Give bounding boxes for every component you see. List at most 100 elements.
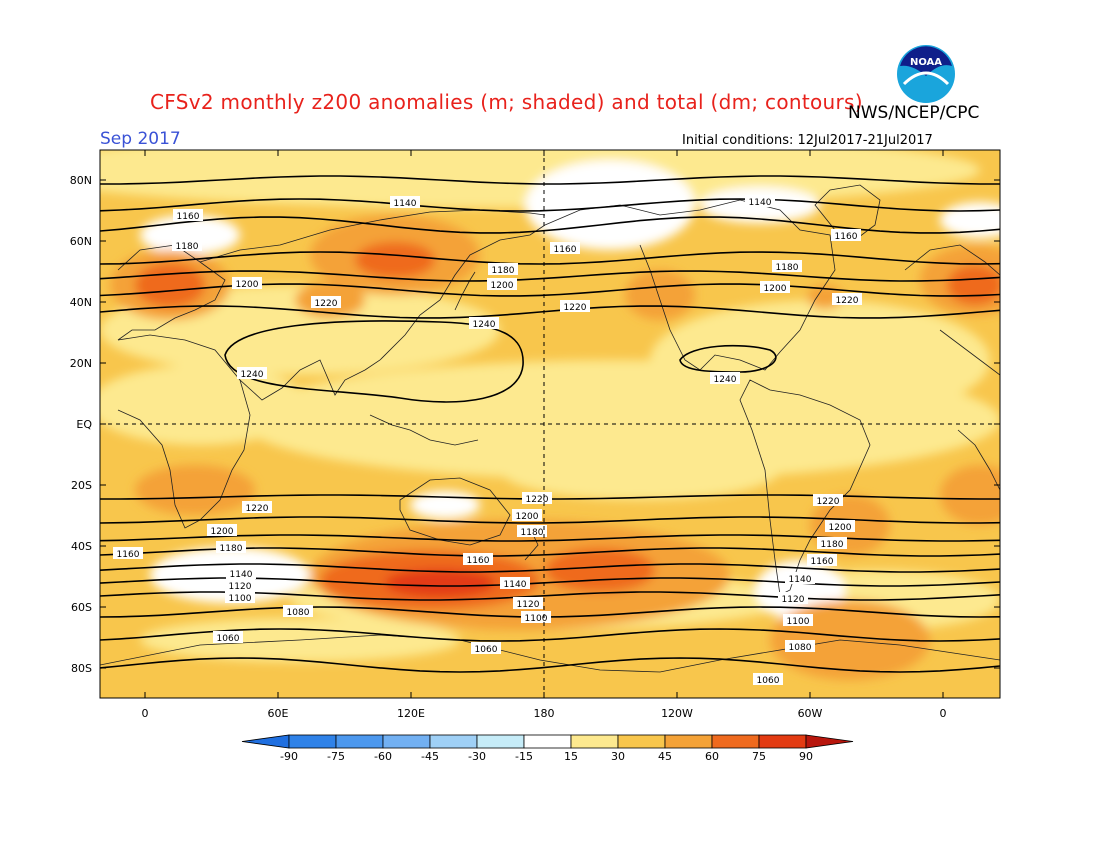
contour-label: 1240 [710,372,740,385]
svg-text:1060: 1060 [757,676,780,686]
lat-tick-label: EQ [76,418,92,431]
colorbar-label: -90 [280,750,298,763]
colorbar: -90 -75 -60 -45 -30 -15 15 30 45 60 75 90 [241,734,854,763]
contour-label: 1220 [242,501,272,514]
svg-text:1140: 1140 [789,575,812,585]
svg-text:1140: 1140 [394,199,417,209]
colorbar-segment [711,734,760,749]
svg-text:1100: 1100 [229,594,252,604]
coastlines [100,184,1000,673]
latitude-axis: 80N 60N 40N 20N EQ 20S 40S 60S 80S [70,174,1000,675]
initial-conditions: Initial conditions: 12Jul2017-21Jul2017 [682,133,933,148]
svg-text:1240: 1240 [714,375,737,385]
lon-tick-label: 60E [268,707,289,720]
contour-label: 1220 [813,494,843,507]
svg-text:1220: 1220 [836,296,859,306]
contour-label: 1180 [488,263,518,276]
svg-text:1180: 1180 [521,528,544,538]
lon-tick-label: 0 [142,707,149,720]
colorbar-label: -75 [327,750,345,763]
svg-text:1200: 1200 [829,523,852,533]
svg-text:1200: 1200 [764,284,787,294]
contour-label: 1080 [283,605,313,618]
contour-label: 1120 [225,579,255,592]
svg-text:1100: 1100 [525,614,548,624]
svg-text:1180: 1180 [821,540,844,550]
svg-text:1200: 1200 [516,512,539,522]
lon-tick-label: 120W [661,707,693,720]
contour-label: 1160 [463,553,493,566]
lat-tick-label: 20N [70,357,92,370]
colorbar-segment [429,734,478,749]
contour-label: 1140 [390,196,420,209]
lon-tick-label: 180 [534,707,555,720]
logo-text: NOAA [910,57,942,68]
svg-text:1180: 1180 [776,263,799,273]
svg-text:1100: 1100 [787,617,810,627]
lon-tick-label: 120E [397,707,425,720]
svg-text:1220: 1220 [817,497,840,507]
contour-label: 1060 [471,642,501,655]
svg-text:1160: 1160 [811,557,834,567]
colorbar-label: -15 [515,750,533,763]
svg-text:1160: 1160 [554,245,577,255]
contour-label: 1160 [831,229,861,242]
forecast-month: Sep 2017 [100,129,181,149]
contour-label: 1060 [213,631,243,644]
contour-label: 1200 [207,524,237,537]
colorbar-label: 30 [611,750,625,763]
svg-text:1220: 1220 [526,495,549,505]
svg-text:1060: 1060 [475,645,498,655]
contour-label: 1200 [487,278,517,291]
contour-label: 1100 [225,591,255,604]
colorbar-label: 75 [752,750,766,763]
lon-tick-label: 0 [940,707,947,720]
contour-label: 1180 [216,541,246,554]
chart-title: CFSv2 monthly z200 anomalies (m; shaded)… [150,90,863,114]
agency-label: NWS/NCEP/CPC [848,103,980,123]
colorbar-label: -60 [374,750,392,763]
contour-label: 1160 [550,242,580,255]
colorbar-label: -30 [468,750,486,763]
contour-label: 1060 [753,673,783,686]
longitude-axis: 0 60E 120E 180 120W 60W 0 [142,150,947,720]
contour-label: 1220 [560,300,590,313]
contour-label: 1180 [772,260,802,273]
svg-text:1120: 1120 [229,582,252,592]
contour-label: 1240 [469,317,499,330]
svg-text:1140: 1140 [749,198,772,208]
colorbar-segment [476,734,525,749]
contour-label: 1200 [825,520,855,533]
contour-label: 1140 [745,195,775,208]
contour-label: 1100 [521,611,551,624]
svg-text:1200: 1200 [491,281,514,291]
contour-label: 1220 [832,293,862,306]
svg-text:1180: 1180 [176,242,199,252]
svg-text:1140: 1140 [230,570,253,580]
lat-tick-label: 20S [71,479,92,492]
svg-text:1200: 1200 [236,280,259,290]
noaa-logo: NOAA [897,45,955,103]
colorbar-label: 15 [564,750,578,763]
svg-text:1160: 1160 [117,550,140,560]
colorbar-segment [570,734,619,749]
svg-text:1240: 1240 [473,320,496,330]
svg-text:1220: 1220 [564,303,587,313]
lat-tick-label: 80N [70,174,92,187]
contour-label: 1140 [226,567,256,580]
contour-label: 1160 [807,554,837,567]
svg-text:1160: 1160 [835,232,858,242]
colorbar-segment [523,734,572,749]
lat-tick-label: 40N [70,296,92,309]
svg-text:1220: 1220 [246,504,269,514]
contour-labels: 1140 1160 1180 1200 1220 1240 1240 1160 1180 1200… [113,195,862,686]
svg-text:1160: 1160 [177,212,200,222]
contour-label: 1200 [232,277,262,290]
svg-text:1060: 1060 [217,634,240,644]
svg-text:1120: 1120 [517,600,540,610]
colorbar-arrow-low [241,734,290,749]
svg-text:1200: 1200 [211,527,234,537]
lat-tick-label: 80S [71,662,92,675]
svg-text:1120: 1120 [782,595,805,605]
